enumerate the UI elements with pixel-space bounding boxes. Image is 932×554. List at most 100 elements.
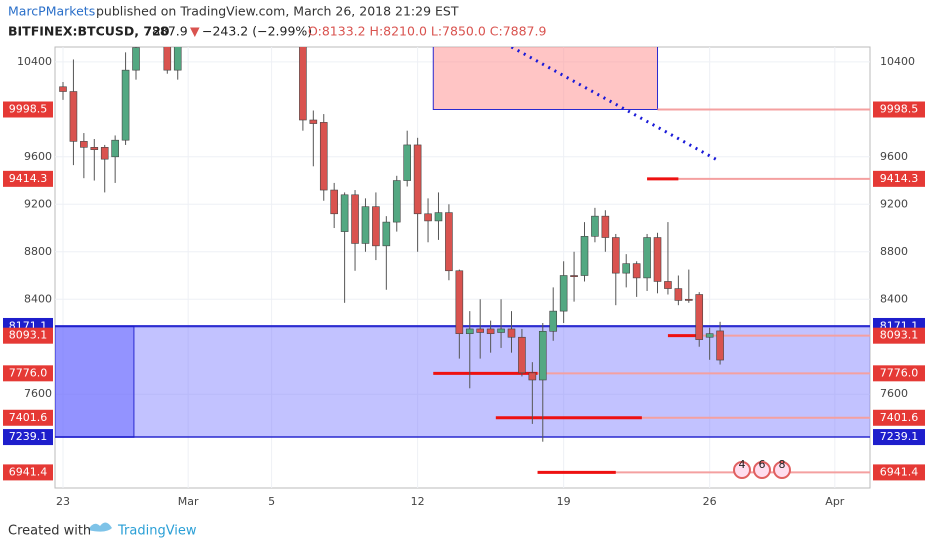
level-label: 6941.4 bbox=[880, 465, 919, 478]
candle-body bbox=[664, 281, 672, 289]
footer-created: Created with bbox=[8, 524, 91, 539]
candle-body bbox=[434, 212, 443, 222]
candle-body bbox=[361, 206, 370, 244]
candle-body bbox=[465, 328, 474, 334]
candle-body bbox=[413, 144, 422, 215]
candle-body bbox=[330, 189, 338, 215]
event-count: 6 bbox=[759, 458, 766, 471]
y-tick-label: 9600 bbox=[24, 150, 52, 163]
y-tick-label-right: 7600 bbox=[880, 387, 908, 400]
event-count: 8 bbox=[779, 458, 786, 471]
y-tick-label: 9200 bbox=[24, 197, 52, 210]
supply-zone bbox=[432, 47, 659, 110]
candle-body bbox=[570, 275, 578, 277]
candle-body bbox=[643, 237, 651, 279]
candle-body bbox=[340, 194, 349, 232]
event-icon bbox=[773, 461, 791, 479]
candle-body bbox=[559, 275, 568, 312]
candle-body bbox=[121, 69, 130, 141]
candle-body bbox=[684, 298, 693, 301]
candle-body bbox=[445, 212, 453, 272]
level-label-left: 7401.6 bbox=[9, 411, 48, 424]
level-tag bbox=[873, 101, 925, 118]
candle-body bbox=[695, 294, 704, 340]
level-tag bbox=[873, 464, 925, 481]
published: published on TradingView.com, March 26, … bbox=[96, 4, 459, 19]
y-tick-label-right: 8800 bbox=[880, 245, 908, 258]
level-tag bbox=[873, 170, 925, 187]
candle-body bbox=[591, 215, 599, 237]
tradingview-logo bbox=[88, 522, 112, 532]
candle-body bbox=[424, 213, 432, 222]
candle-body bbox=[382, 221, 391, 247]
candle-body bbox=[351, 194, 359, 244]
author[interactable]: MarcPMarkets bbox=[8, 4, 95, 19]
candle-body bbox=[601, 215, 610, 238]
y-tick-label-right: 8400 bbox=[880, 292, 908, 305]
candle-body bbox=[403, 144, 411, 181]
candle-body bbox=[59, 86, 67, 92]
level-label-left: 8093.1 bbox=[9, 329, 48, 342]
y-tick-label: 10400 bbox=[17, 55, 52, 68]
level-tag-left bbox=[3, 365, 53, 382]
level-label: 9998.5 bbox=[880, 102, 919, 115]
candle-body bbox=[132, 47, 140, 71]
y-tick-label-right: 10400 bbox=[880, 55, 915, 68]
footer-brand[interactable]: TradingView bbox=[117, 524, 197, 539]
candle-body bbox=[163, 47, 172, 71]
candle-body bbox=[111, 139, 119, 158]
level-label: 7401.6 bbox=[880, 411, 919, 424]
candle-body bbox=[173, 47, 182, 71]
candle-body bbox=[622, 263, 631, 274]
candle-body bbox=[476, 328, 485, 333]
candle-body bbox=[455, 270, 464, 334]
candle-body bbox=[674, 288, 683, 301]
event-icon bbox=[753, 461, 771, 479]
candle-body bbox=[486, 328, 495, 334]
candle-body bbox=[538, 331, 547, 381]
y-tick-label: 8400 bbox=[24, 292, 52, 305]
level-label-left: 9998.5 bbox=[9, 102, 48, 115]
x-tick-label: 5 bbox=[268, 495, 275, 508]
x-tick-label: 19 bbox=[557, 495, 571, 508]
level-tag bbox=[873, 365, 925, 382]
range-zone bbox=[55, 325, 870, 438]
level-label-left: 9414.3 bbox=[9, 172, 48, 185]
event-count: 4 bbox=[739, 458, 746, 471]
plot-area bbox=[55, 47, 870, 488]
x-tick-label: 12 bbox=[411, 495, 425, 508]
y-tick-label-right: 9600 bbox=[880, 150, 908, 163]
ohlc: O:8133.2 H:8210.0 L:7850.0 C:7887.9 bbox=[308, 24, 546, 39]
candle-body bbox=[549, 310, 558, 332]
level-tag bbox=[873, 327, 925, 344]
level-tag bbox=[873, 429, 925, 446]
left-zone bbox=[55, 325, 135, 438]
level-label-left: 6941.4 bbox=[9, 465, 48, 478]
candle-body bbox=[653, 237, 662, 282]
level-label-left: 7239.1 bbox=[9, 430, 48, 443]
candle-body bbox=[319, 122, 328, 191]
x-tick-label: 23 bbox=[56, 495, 70, 508]
change-arrow: ▼ bbox=[190, 24, 200, 39]
candle-body bbox=[705, 333, 714, 338]
level-tag-left bbox=[3, 101, 53, 118]
candle-body bbox=[392, 180, 401, 223]
y-tick-label-right: 9200 bbox=[880, 197, 908, 210]
level-tag-left bbox=[3, 409, 53, 426]
event-icon bbox=[733, 461, 751, 479]
candle-body bbox=[309, 119, 318, 124]
candle-body bbox=[518, 336, 526, 374]
candle-body bbox=[528, 372, 537, 381]
x-tick-label: Mar bbox=[178, 495, 199, 508]
level-tag-left bbox=[3, 464, 53, 481]
x-tick-label: Apr bbox=[825, 495, 845, 508]
candle-body bbox=[90, 147, 99, 150]
candle-body bbox=[69, 91, 78, 142]
level-tag-left bbox=[3, 170, 53, 187]
level-label: 8093.1 bbox=[880, 329, 919, 342]
candle-body bbox=[100, 147, 109, 160]
candle-body bbox=[299, 47, 307, 121]
candle-body bbox=[372, 206, 380, 247]
y-tick-label: 7600 bbox=[24, 387, 52, 400]
